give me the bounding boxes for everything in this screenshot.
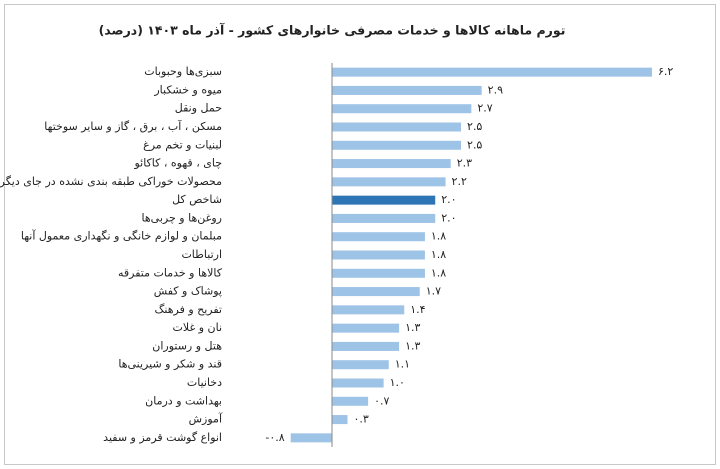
data-label: ۱.۰: [390, 376, 405, 389]
chart-frame: [4, 4, 716, 465]
y-tick-label: شاخص کل: [172, 193, 222, 206]
data-label: -۰.۸: [265, 431, 284, 444]
y-tick-label: روغن‌ها و چربی‌ها: [142, 211, 222, 224]
y-tick-label: دخانیات: [187, 376, 222, 389]
data-label: ۲.۵: [467, 138, 482, 151]
data-label: ۲.۵: [467, 120, 482, 133]
y-tick-label: هتل و رستوران: [152, 339, 222, 352]
bar: [332, 177, 446, 187]
data-label: ۱.۸: [431, 248, 446, 261]
bar: [332, 232, 425, 242]
y-tick-label: میوه و خشکبار: [153, 83, 222, 96]
data-label: ۱.۱: [395, 358, 410, 371]
y-tick-label: بهداشت و درمان: [145, 394, 222, 407]
y-tick-label: انواع گوشت قرمز و سفید: [103, 431, 222, 444]
data-label: ۱.۸: [431, 230, 446, 243]
data-label: ۲.۷: [477, 102, 492, 115]
data-label: ۱.۳: [405, 339, 420, 352]
bar: [290, 433, 332, 443]
data-label: ۰.۷: [374, 394, 389, 407]
y-tick-label: نان و غلات: [173, 321, 222, 334]
y-tick-label: لبنیات و تخم مرغ: [143, 138, 222, 151]
data-label: ۲.۰: [441, 193, 456, 206]
bar: [332, 85, 482, 95]
y-tick-label: ارتباطات: [181, 248, 222, 261]
data-label: ۲.۹: [488, 83, 503, 96]
y-tick-label: مبلمان و لوازم خانگی و نگهداری معمول آنه…: [21, 229, 222, 243]
y-tick-label: چای ، قهوه ، کاکائو: [133, 157, 222, 170]
bar: [332, 415, 348, 425]
y-tick-label: حمل ونقل: [175, 102, 222, 115]
bar: [332, 250, 425, 260]
bar: [332, 67, 652, 77]
y-tick-label: کالاها و خدمات متفرقه: [118, 266, 223, 279]
bar: [332, 122, 462, 132]
data-label: ۱.۳: [405, 321, 420, 334]
bar: [332, 396, 369, 406]
data-label: ۲.۰: [441, 211, 456, 224]
y-tick-label: محصولات خوراکی طبقه بندی نشده در جای دیگ…: [0, 175, 222, 188]
y-tick-label: مسکن ، آب ، برق ، گاز و سایر سوختها: [44, 119, 222, 133]
y-tick-label: قند و شکر و شیرینی‌ها: [118, 358, 222, 371]
y-tick-label: تفریح و فرهنگ: [155, 303, 222, 316]
bar: [332, 323, 400, 333]
bar: [332, 159, 451, 169]
y-tick-label: پوشاک و کفش: [154, 285, 222, 298]
y-tick-label: آموزش: [189, 412, 223, 426]
data-label: ۱.۴: [410, 303, 425, 316]
bar: [332, 268, 425, 278]
data-label: ۲.۲: [452, 175, 467, 188]
bar: [332, 140, 462, 150]
bar: [332, 287, 420, 297]
bar: [332, 305, 405, 315]
data-label: ۰.۳: [353, 413, 368, 426]
bar: [332, 341, 400, 351]
chart-title: تورم ماهانه کالاها و خدمات مصرفی خانواره…: [99, 23, 566, 39]
bar: [332, 104, 472, 114]
data-label: ۲.۳: [457, 157, 472, 170]
data-label: ۱.۷: [426, 285, 441, 298]
bar: [332, 195, 436, 205]
bar: [332, 213, 436, 223]
y-tick-label: سبزی‌ها وحبوبات: [144, 65, 222, 78]
data-label: ۶.۲: [658, 65, 673, 78]
data-label: ۱.۸: [431, 266, 446, 279]
bar: [332, 378, 384, 388]
bar: [332, 360, 389, 370]
